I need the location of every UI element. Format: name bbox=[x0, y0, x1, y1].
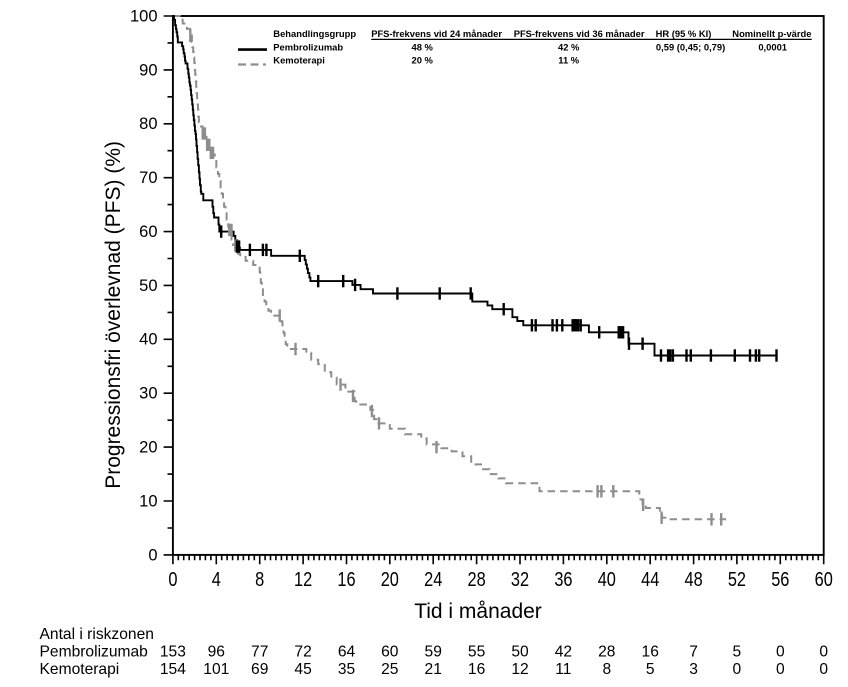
svg-text:35: 35 bbox=[338, 661, 356, 678]
svg-text:60: 60 bbox=[139, 223, 157, 241]
svg-text:0,59 (0,45; 0,79): 0,59 (0,45; 0,79) bbox=[656, 41, 725, 52]
svg-text:42 %: 42 % bbox=[558, 41, 580, 52]
svg-text:8: 8 bbox=[602, 661, 611, 678]
svg-text:153: 153 bbox=[160, 644, 186, 661]
svg-text:50: 50 bbox=[139, 277, 157, 295]
svg-text:72: 72 bbox=[294, 644, 311, 661]
svg-text:3: 3 bbox=[689, 661, 698, 678]
svg-text:Tid i månader: Tid i månader bbox=[414, 600, 542, 623]
svg-text:24: 24 bbox=[424, 567, 442, 590]
svg-text:45: 45 bbox=[294, 661, 312, 678]
svg-text:0: 0 bbox=[776, 661, 785, 678]
svg-text:100: 100 bbox=[130, 7, 158, 25]
svg-text:Behandlingsgrupp: Behandlingsgrupp bbox=[273, 28, 356, 39]
svg-text:28: 28 bbox=[598, 644, 615, 661]
svg-text:Nominellt p-värde: Nominellt p-värde bbox=[732, 28, 811, 39]
svg-text:0: 0 bbox=[776, 644, 785, 661]
svg-text:60: 60 bbox=[815, 567, 833, 590]
svg-text:Kemoterapi: Kemoterapi bbox=[40, 661, 120, 678]
svg-text:5: 5 bbox=[733, 644, 742, 661]
svg-text:11 %: 11 % bbox=[558, 55, 580, 66]
svg-text:36: 36 bbox=[554, 567, 572, 590]
svg-text:PFS-frekvens vid 24 månader: PFS-frekvens vid 24 månader bbox=[371, 28, 502, 39]
svg-text:60: 60 bbox=[381, 644, 399, 661]
svg-text:12: 12 bbox=[294, 567, 312, 590]
svg-text:70: 70 bbox=[139, 169, 157, 187]
svg-text:10: 10 bbox=[139, 492, 157, 510]
svg-text:20 %: 20 % bbox=[412, 55, 434, 66]
svg-text:7: 7 bbox=[689, 644, 698, 661]
svg-text:0: 0 bbox=[733, 661, 742, 678]
svg-text:64: 64 bbox=[338, 644, 356, 661]
svg-text:5: 5 bbox=[646, 661, 655, 678]
svg-text:20: 20 bbox=[139, 439, 157, 457]
svg-text:69: 69 bbox=[251, 661, 268, 678]
svg-text:20: 20 bbox=[381, 567, 399, 590]
svg-text:11: 11 bbox=[555, 661, 571, 678]
svg-text:30: 30 bbox=[139, 385, 157, 403]
svg-text:40: 40 bbox=[139, 331, 157, 349]
svg-text:154: 154 bbox=[160, 661, 186, 678]
svg-text:96: 96 bbox=[208, 644, 225, 661]
svg-text:80: 80 bbox=[139, 115, 157, 133]
svg-text:16: 16 bbox=[468, 661, 485, 678]
svg-text:0,0001: 0,0001 bbox=[758, 41, 787, 52]
svg-text:HR (95 % KI): HR (95 % KI) bbox=[656, 28, 712, 39]
svg-text:0: 0 bbox=[819, 644, 828, 661]
svg-text:Pembrolizumab: Pembrolizumab bbox=[40, 644, 149, 661]
svg-text:12: 12 bbox=[511, 661, 528, 678]
svg-text:16: 16 bbox=[642, 644, 659, 661]
svg-text:Pembrolizumab: Pembrolizumab bbox=[273, 41, 343, 52]
svg-text:0: 0 bbox=[148, 546, 157, 564]
svg-text:59: 59 bbox=[425, 644, 442, 661]
svg-text:50: 50 bbox=[511, 644, 529, 661]
svg-text:77: 77 bbox=[251, 644, 268, 661]
svg-text:25: 25 bbox=[381, 661, 399, 678]
svg-text:90: 90 bbox=[139, 61, 157, 79]
svg-text:16: 16 bbox=[337, 567, 355, 590]
svg-text:48: 48 bbox=[685, 567, 703, 590]
svg-text:40: 40 bbox=[598, 567, 616, 590]
svg-text:101: 101 bbox=[203, 661, 229, 678]
svg-text:48 %: 48 % bbox=[412, 41, 434, 52]
svg-text:28: 28 bbox=[468, 567, 486, 590]
svg-text:4: 4 bbox=[212, 567, 221, 590]
svg-text:Kemoterapi: Kemoterapi bbox=[273, 55, 325, 66]
svg-text:42: 42 bbox=[555, 644, 572, 661]
svg-text:44: 44 bbox=[641, 567, 659, 590]
svg-text:PFS-frekvens vid 36 månader: PFS-frekvens vid 36 månader bbox=[514, 28, 645, 39]
svg-text:Antal i riskzonen: Antal i riskzonen bbox=[40, 626, 154, 643]
svg-text:56: 56 bbox=[771, 567, 789, 590]
svg-text:8: 8 bbox=[255, 567, 264, 590]
svg-text:55: 55 bbox=[468, 644, 486, 661]
svg-text:Progressionsfri överlevnad (PF: Progressionsfri överlevnad (PFS) (%) bbox=[102, 141, 125, 489]
svg-text:0: 0 bbox=[819, 661, 828, 678]
svg-text:21: 21 bbox=[425, 661, 442, 678]
svg-text:52: 52 bbox=[728, 567, 746, 590]
svg-text:0: 0 bbox=[168, 567, 177, 590]
svg-text:32: 32 bbox=[511, 567, 529, 590]
